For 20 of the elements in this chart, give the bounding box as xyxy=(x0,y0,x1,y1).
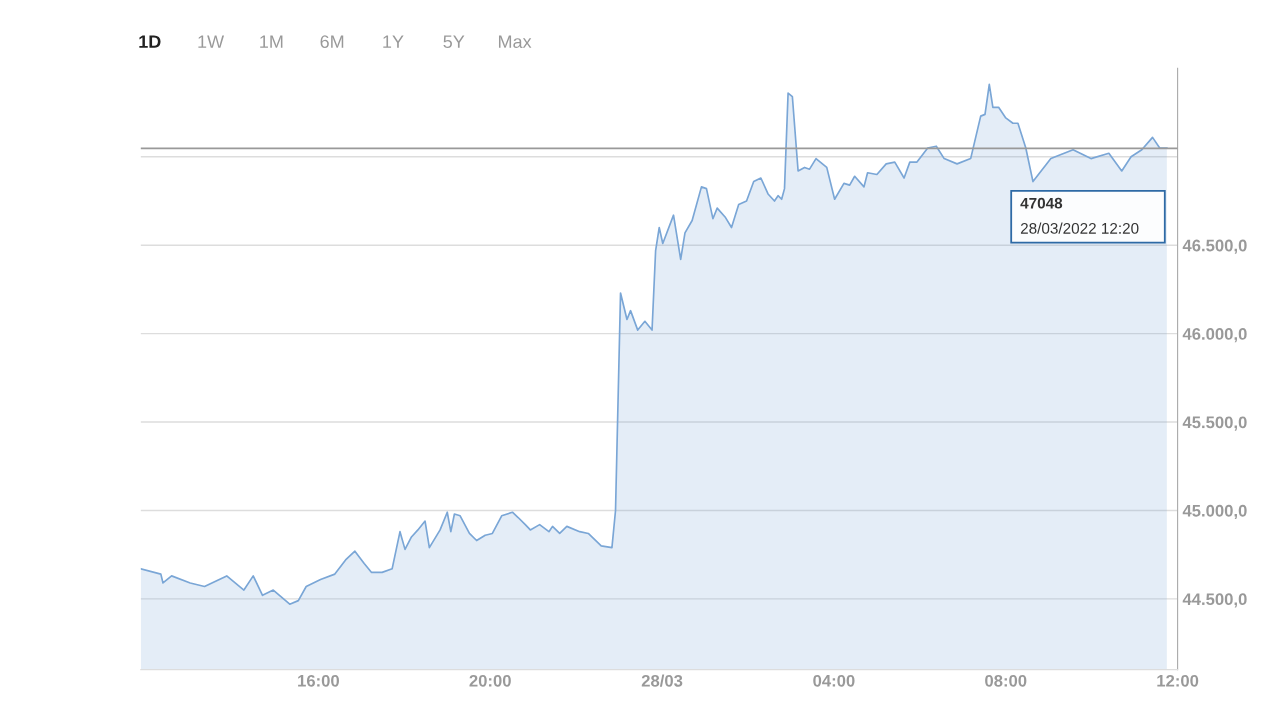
text: 6M xyxy=(320,35,344,49)
x-tick-label: 08:00 xyxy=(985,674,1027,687)
y-tick-label: 46.000,0 xyxy=(1182,328,1247,343)
y-tick-label: 45.500,0 xyxy=(1182,416,1247,431)
x-tick-label: 04:00 xyxy=(813,674,855,687)
x-tick-label: 20:00 xyxy=(469,674,511,687)
text: 1W xyxy=(198,35,225,48)
annotation: 28/03/2022 12:20 xyxy=(1020,222,1139,234)
x-tick-label: 28/03 xyxy=(641,674,683,687)
x-tick-label: 16:00 xyxy=(298,674,340,687)
y-tick-label: 45.000,0 xyxy=(1182,504,1247,520)
text: 1M xyxy=(260,35,283,48)
x-tick-label: 12:00 xyxy=(1157,674,1199,687)
text: 1Y xyxy=(383,35,404,48)
annotation: 47048 xyxy=(1020,197,1063,209)
text: 1D xyxy=(139,35,161,48)
y-tick-label: 44.500,0 xyxy=(1182,593,1247,608)
text: 5Y xyxy=(443,35,465,49)
text: Max xyxy=(498,35,532,49)
y-tick-label: 46.500,0 xyxy=(1182,239,1247,254)
